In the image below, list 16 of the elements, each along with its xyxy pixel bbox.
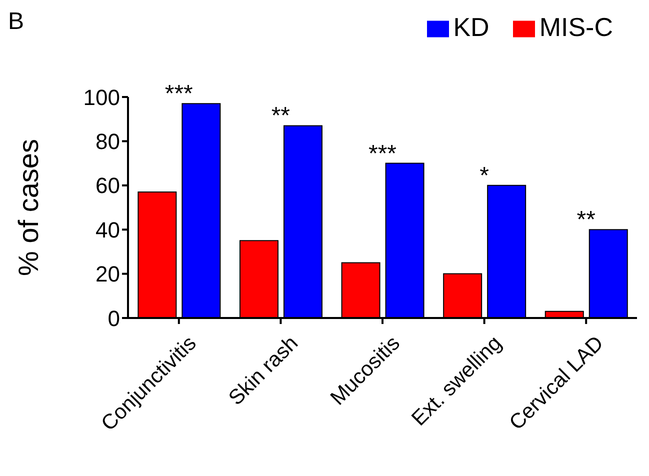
annotation: ** — [271, 102, 290, 130]
y-tick-label: 40 — [96, 217, 120, 242]
text: B — [8, 8, 24, 36]
annotation: *** — [164, 80, 193, 108]
y-tick-label: 0 — [108, 306, 120, 331]
annotation: * — [480, 162, 489, 190]
y-axis-title: % of cases — [12, 139, 44, 276]
annotation: *** — [368, 140, 397, 168]
legend-label: MIS-C — [539, 12, 613, 42]
y-tick-label: 20 — [96, 262, 120, 287]
y-tick-label: 80 — [96, 129, 120, 154]
legend-label: KD — [453, 12, 490, 42]
annotation: ** — [576, 206, 596, 234]
x-tick-label: Skin rash — [224, 332, 303, 410]
y-tick-label: 60 — [96, 173, 120, 198]
y-tick-label: 100 — [83, 84, 120, 110]
